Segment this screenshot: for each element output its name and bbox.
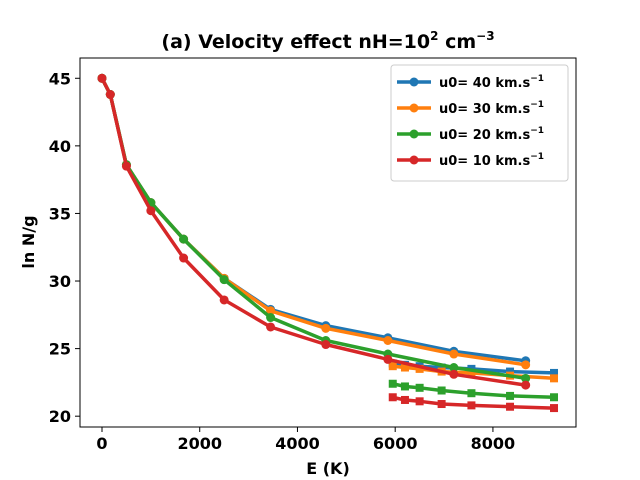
- data-point-square: [506, 402, 515, 411]
- title-main: (a) Velocity effect nH=10: [161, 31, 430, 53]
- plot-frame: [79, 57, 577, 428]
- y-tick-label: 45: [49, 69, 71, 88]
- legend-label: u0= 20 km.s−1: [439, 126, 544, 143]
- data-point-square: [467, 368, 476, 377]
- legend-entry: u0= 40 km.s−1: [397, 74, 544, 91]
- data-point-square: [437, 363, 446, 372]
- data-point-square: [467, 389, 476, 398]
- data-point-circle: [321, 340, 331, 350]
- legend-label: u0= 10 km.s−1: [439, 152, 544, 169]
- y-tick-label: 35: [49, 204, 71, 223]
- data-point-square: [415, 397, 424, 406]
- data-point-square: [388, 393, 397, 402]
- plot-area: [97, 73, 559, 413]
- y-axis-label: ln N/g: [19, 215, 38, 268]
- data-point-circle: [383, 335, 393, 345]
- x-tick-label: 0: [96, 434, 107, 453]
- data-point-circle: [266, 313, 276, 323]
- data-point-circle: [521, 380, 531, 390]
- y-tick-label: 20: [49, 407, 71, 426]
- legend-label: u0= 40 km.s−1: [439, 74, 544, 91]
- data-point-square: [415, 364, 424, 373]
- data-point-circle: [521, 373, 531, 383]
- x-tick-label: 4000: [275, 434, 320, 453]
- legend-marker: [409, 129, 419, 139]
- x-tick-label: 6000: [373, 434, 418, 453]
- legend-label: u0= 30 km.s−1: [439, 100, 544, 117]
- data-point-circle: [449, 349, 459, 359]
- data-point-square: [400, 395, 409, 404]
- data-point-square: [437, 386, 446, 395]
- legend-entry: u0= 30 km.s−1: [397, 100, 544, 117]
- y-tick-label: 30: [49, 272, 71, 291]
- data-point-square: [400, 363, 409, 372]
- legend-entry: u0= 10 km.s−1: [397, 152, 544, 169]
- data-point-square: [467, 401, 476, 410]
- series-3: [97, 73, 559, 413]
- data-point-square: [550, 404, 559, 413]
- x-tick-label: 8000: [471, 434, 516, 453]
- data-point-circle: [219, 275, 229, 285]
- data-point-square: [388, 362, 397, 371]
- data-point-square: [506, 367, 515, 376]
- data-point-circle: [97, 73, 107, 83]
- data-point-circle: [321, 323, 331, 333]
- data-point-circle: [449, 369, 459, 379]
- title-unit-sup: −3: [476, 29, 494, 43]
- data-point-circle: [521, 360, 531, 370]
- chart-title: (a) Velocity effect nH=102 cm−3: [161, 29, 494, 53]
- y-tick-label: 25: [49, 340, 71, 359]
- legend-marker: [409, 77, 419, 87]
- legend-box: [390, 64, 569, 182]
- x-axis-label: E (K): [306, 459, 350, 478]
- x-tick-label: 2000: [177, 434, 222, 453]
- legend: u0= 40 km.s−1 u0= 30 km.s−1 u0= 20 km.s−1 u…: [390, 64, 569, 182]
- data-point-square: [400, 382, 409, 391]
- data-point-square: [550, 374, 559, 383]
- data-point-square: [550, 368, 559, 377]
- legend-entry: u0= 20 km.s−1: [397, 126, 544, 143]
- title-sup: 2: [430, 29, 438, 43]
- data-point-circle: [146, 206, 156, 216]
- legend-marker: [409, 103, 419, 113]
- data-point-circle: [266, 322, 276, 332]
- data-point-square: [388, 379, 397, 388]
- axis-ticks: 0 2000 4000 6000 8000 20 25 30 35 40 45: [49, 69, 515, 453]
- data-point-square: [506, 391, 515, 400]
- data-point-circle: [179, 253, 189, 263]
- data-point-square: [415, 383, 424, 392]
- legend-marker: [409, 155, 419, 165]
- data-point-square: [550, 393, 559, 402]
- y-tick-label: 40: [49, 137, 71, 156]
- title-unit: cm: [438, 31, 476, 53]
- data-point-square: [437, 400, 446, 409]
- data-point-circle: [219, 295, 229, 305]
- data-point-circle: [105, 89, 115, 99]
- data-point-circle: [266, 306, 276, 316]
- data-point-circle: [383, 354, 393, 364]
- data-point-circle: [121, 161, 131, 171]
- data-point-circle: [179, 234, 189, 244]
- data-point-circle: [449, 363, 459, 373]
